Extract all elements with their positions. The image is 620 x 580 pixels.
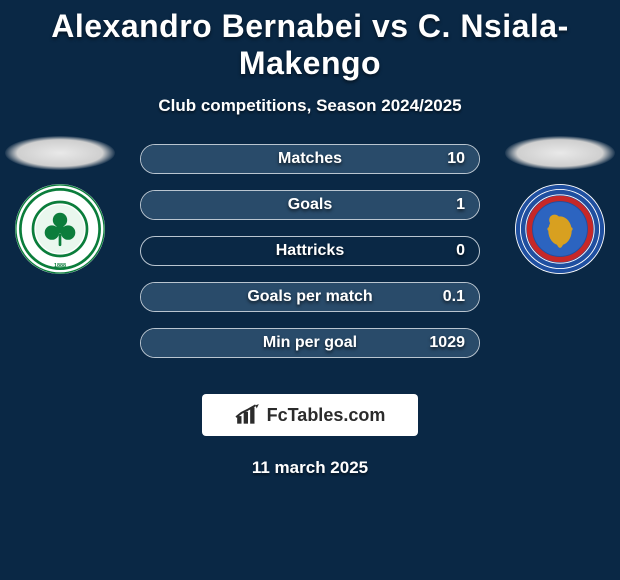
svg-text:1888: 1888 [54, 263, 66, 269]
page-title: Alexandro Bernabei vs C. Nsiala-Makengo [0, 0, 620, 82]
player-left-column: 1888 [0, 136, 120, 274]
stat-row-matches: Matches 10 [140, 144, 480, 174]
stat-right-value: 1029 [429, 334, 465, 352]
stat-label: Hattricks [276, 242, 344, 260]
stat-label: Min per goal [263, 334, 357, 352]
stat-label: Goals per match [247, 288, 372, 306]
stat-row-min-per-goal: Min per goal 1029 [140, 328, 480, 358]
stat-row-goals-per-match: Goals per match 0.1 [140, 282, 480, 312]
player-left-avatar-placeholder [5, 136, 115, 170]
brand-box[interactable]: FcTables.com [202, 394, 418, 436]
stat-row-goals: Goals 1 [140, 190, 480, 220]
page-subtitle: Club competitions, Season 2024/2025 [0, 96, 620, 116]
player-right-column [500, 136, 620, 274]
stat-right-value: 10 [447, 150, 465, 168]
stat-row-hattricks: Hattricks 0 [140, 236, 480, 266]
stat-label: Matches [278, 150, 342, 168]
stats-list: Matches 10 Goals 1 Hattricks 0 Goals per… [140, 144, 480, 374]
stat-right-value: 0 [456, 242, 465, 260]
player-right-avatar-placeholder [505, 136, 615, 170]
comparison-content: 1888 [0, 144, 620, 384]
celtic-badge-icon: 1888 [15, 184, 105, 274]
brand-text: FcTables.com [267, 405, 386, 426]
bar-chart-icon [235, 404, 261, 426]
club-badge-left: 1888 [15, 184, 105, 274]
stat-label: Goals [288, 196, 332, 214]
stat-right-value: 1 [456, 196, 465, 214]
stat-right-value: 0.1 [443, 288, 465, 306]
club-badge-right [515, 184, 605, 274]
rangers-badge-icon [515, 184, 605, 274]
footer-date: 11 march 2025 [0, 458, 620, 478]
